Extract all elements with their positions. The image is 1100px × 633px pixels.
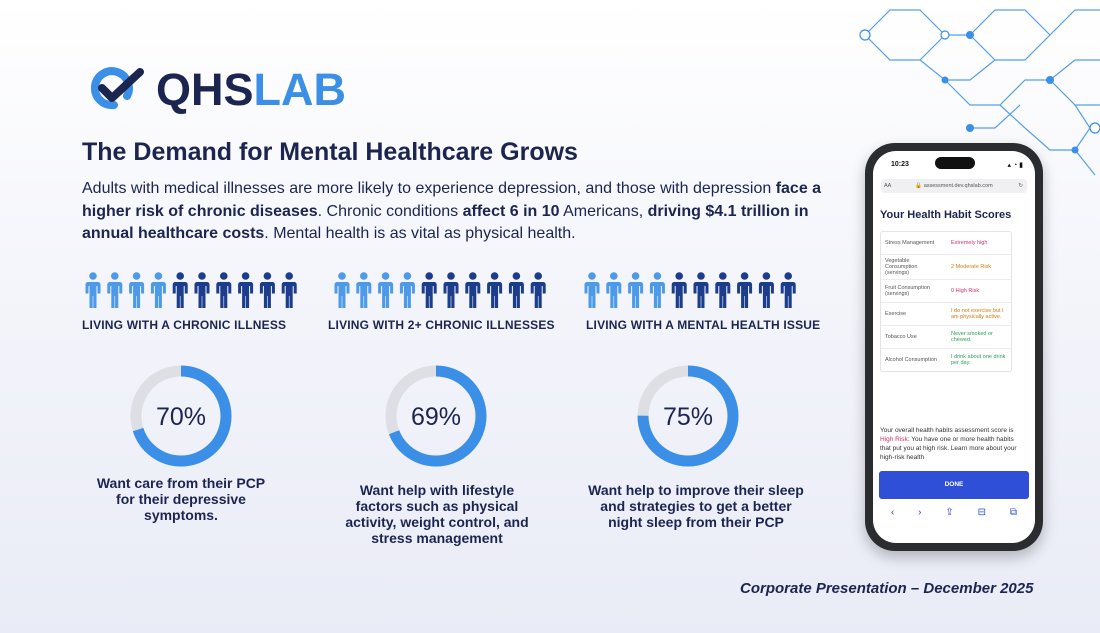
stat-caption-sleep: Want help to improve their sleep and stra… <box>588 482 804 530</box>
people-group-chronic-illness <box>83 272 303 317</box>
score-habit: Vegetable Consumption (servings) <box>885 258 918 276</box>
people-group-mental-health <box>582 272 802 317</box>
person-icon <box>737 272 753 308</box>
forward-icon[interactable]: › <box>918 507 922 518</box>
person-icon <box>715 272 731 308</box>
footer-text: Corporate Presentation – December 2025 <box>740 580 1034 597</box>
reload-icon[interactable]: ↻ <box>1018 183 1023 189</box>
score-value: 2 Moderate Risk <box>951 264 992 270</box>
qhs-check-icon <box>90 67 144 110</box>
stat-caption-lifestyle: Want help with lifestyle factors such as … <box>345 482 529 546</box>
person-icon <box>216 272 232 308</box>
text-size-button[interactable]: AA <box>884 183 892 189</box>
person-icon <box>399 272 415 308</box>
person-icon <box>693 272 709 308</box>
person-icon <box>671 272 687 308</box>
back-icon[interactable]: ‹ <box>890 507 895 518</box>
score-value: Never smoked or chewed. <box>951 331 993 343</box>
browser-toolbar: ‹ › ⇪ ⊟ ⧉ <box>879 507 1029 518</box>
person-icon <box>194 272 210 308</box>
phone-mockup: 10:23 ▴ ◔ ▮ AA 🔒 assessment.dev.qhslab.c… <box>865 143 1043 551</box>
score-habit: Exercise <box>885 311 907 317</box>
person-icon <box>606 272 622 308</box>
score-value: 0 High Risk <box>951 288 980 294</box>
tabs-icon[interactable]: ⧉ <box>1009 507 1018 518</box>
stat-donut-lifestyle: 69% <box>385 365 487 467</box>
scores-table: Stress Management Extremely high Vegetable… <box>880 231 1012 372</box>
score-value: I drink about one drink per day. <box>951 354 1006 366</box>
person-icon <box>129 272 145 308</box>
person-icon <box>758 272 774 308</box>
person-icon <box>172 272 188 308</box>
intro-paragraph: Adults with medical illnesses are more l… <box>82 180 822 242</box>
person-icon <box>465 272 481 308</box>
stat-value: 75% <box>663 403 713 431</box>
score-row: Fruit Consumption (servings) 0 High Risk <box>881 280 1011 303</box>
label-chronic-illness: LIVING WITH A CHRONIC ILLNESS <box>82 318 287 332</box>
person-icon <box>508 272 524 308</box>
score-row: Exercise I do not exercise but I am physi… <box>881 303 1011 326</box>
person-icon <box>150 272 166 308</box>
people-group-multiple-chronic <box>332 272 552 317</box>
assessment-summary: Your overall health habits assessment sc… <box>880 427 1017 461</box>
dynamic-island <box>935 157 975 169</box>
score-row: Tobacco Use Never smoked or chewed. <box>881 326 1011 349</box>
stat-value: 69% <box>411 403 461 431</box>
url-text: assessment.dev.qhslab.com <box>923 183 993 189</box>
qhslab-logo: QHSLAB <box>82 66 346 112</box>
person-icon <box>443 272 459 308</box>
lock-icon: 🔒 <box>915 183 923 189</box>
stat-value: 70% <box>156 403 206 431</box>
people-icons <box>584 272 796 308</box>
person-icon <box>281 272 297 308</box>
stat-donut-sleep: 75% <box>637 365 739 467</box>
score-habit: Stress Management <box>885 240 935 246</box>
page-title: The Demand for Mental Healthcare Grows <box>82 138 578 166</box>
score-row: Alcohol Consumption I drink about one dri… <box>881 349 1011 371</box>
person-icon <box>85 272 101 308</box>
person-icon <box>628 272 644 308</box>
person-icon <box>649 272 665 308</box>
person-icon <box>780 272 796 308</box>
phone-screen: 10:23 ▴ ◔ ▮ AA 🔒 assessment.dev.qhslab.c… <box>873 151 1035 543</box>
person-icon <box>259 272 275 308</box>
person-icon <box>334 272 350 308</box>
hexagon-network-graphic <box>859 9 1100 176</box>
share-icon[interactable]: ⇪ <box>945 507 954 518</box>
browser-url-bar[interactable]: AA 🔒 assessment.dev.qhslab.com ↻ <box>881 179 1027 193</box>
people-icons <box>85 272 297 308</box>
person-icon <box>238 272 254 308</box>
person-icon <box>421 272 437 308</box>
score-habit: Tobacco Use <box>885 334 917 340</box>
label-mental-health: LIVING WITH A MENTAL HEALTH ISSUE <box>586 318 821 332</box>
label-multiple-chronic: LIVING WITH 2+ CHRONIC ILLNESSES <box>328 318 555 332</box>
bookmarks-icon[interactable]: ⊟ <box>977 507 987 518</box>
score-row: Stress Management Extremely high <box>881 232 1011 255</box>
person-icon <box>378 272 394 308</box>
score-habit: Fruit Consumption (servings) <box>885 285 930 297</box>
person-icon <box>530 272 546 308</box>
people-icons <box>334 272 546 308</box>
person-icon <box>356 272 372 308</box>
score-value: I do not exercise but I am physically ac… <box>951 308 1004 320</box>
logo-wordmark: QHSLAB <box>156 63 346 115</box>
screen-title: Your Health Habit Scores <box>880 209 1012 221</box>
score-row: Vegetable Consumption (servings) 2 Modera… <box>881 255 1011 280</box>
person-icon <box>487 272 503 308</box>
status-icons: ▴ ◔ ▮ <box>1007 162 1023 169</box>
score-value: Extremely high <box>951 240 988 246</box>
stat-caption-pcp-care: Want care from their PCP for their depres… <box>96 475 266 523</box>
stat-donut-pcp-care: 70% <box>130 365 232 467</box>
score-habit: Alcohol Consumption <box>885 357 937 363</box>
person-icon <box>584 272 600 308</box>
status-time: 10:23 <box>891 161 909 168</box>
person-icon <box>107 272 123 308</box>
done-button[interactable]: DONE <box>879 471 1029 499</box>
